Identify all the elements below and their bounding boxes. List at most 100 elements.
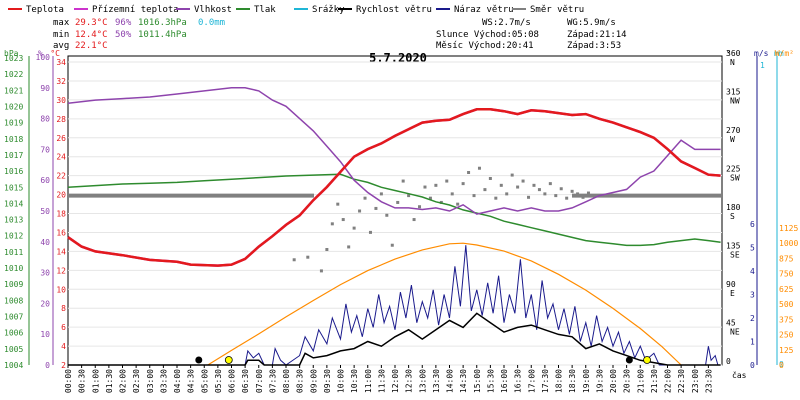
- series-smer-point: [330, 222, 334, 226]
- tick-hpa: 1016: [4, 167, 23, 176]
- tick-c: 32: [56, 77, 66, 86]
- tick-x: 06:00: [228, 369, 237, 393]
- series-smer-point: [467, 171, 471, 174]
- tick-hpa: 1023: [4, 54, 23, 63]
- series-smer-point: [521, 179, 525, 183]
- axis-label-hpa: hPa: [4, 49, 19, 58]
- tick-wm: 250: [779, 331, 794, 340]
- series-smer-point: [477, 166, 481, 170]
- tick-x: 10:00: [337, 369, 346, 393]
- series-tlak: [67, 173, 721, 247]
- series-smer-point: [548, 182, 552, 186]
- tick-pct: 10: [40, 330, 50, 339]
- tick-hpa: 1013: [4, 216, 23, 225]
- tick-ms: 5: [750, 244, 755, 253]
- series-rychlost: [68, 312, 721, 366]
- legend-label-srazky: Srážky: [312, 5, 345, 15]
- tick-x: 03:30: [159, 369, 168, 393]
- tick-x: 19:30: [595, 369, 604, 393]
- tick-wm: 125: [779, 346, 794, 355]
- tick-x: 16:30: [514, 369, 523, 393]
- series-smer-point: [505, 192, 509, 196]
- tick-x: 03:00: [146, 369, 155, 393]
- series-smer-point: [363, 196, 367, 200]
- tick-dir-deg: 270: [726, 126, 741, 135]
- tick-pct: 0: [45, 361, 50, 370]
- series-smer-point: [516, 185, 520, 189]
- tick-x: 10:30: [350, 369, 359, 393]
- series-smer-point: [488, 176, 492, 180]
- tick-x: 23:30: [704, 369, 713, 393]
- axis-label-c: °C: [50, 49, 60, 58]
- tick-c: 12: [56, 266, 66, 275]
- series-smer-point: [576, 192, 580, 196]
- series-smer-point: [390, 243, 394, 247]
- series-smer-point: [543, 192, 547, 196]
- axis-label-cas: čas: [732, 370, 747, 380]
- tick-x: 13:00: [418, 369, 427, 393]
- stat-max-temp: 29.3°C: [75, 18, 108, 28]
- tick-c: 30: [56, 96, 66, 105]
- tick-wm: 750: [779, 270, 794, 279]
- tick-x: 08:00: [282, 369, 291, 393]
- tick-x: 00:30: [78, 369, 87, 393]
- series-smer-point: [510, 173, 514, 177]
- legend-label-rychlost: Rychlost větru: [356, 5, 432, 15]
- stat-min-label: min: [53, 30, 69, 40]
- sun-marker: [224, 356, 233, 364]
- tick-x: 12:00: [391, 369, 400, 393]
- series-smer-point: [586, 191, 590, 195]
- tick-dir-name: E: [730, 289, 735, 298]
- tick-hpa: 1022: [4, 70, 23, 79]
- tick-ms: 1: [750, 338, 755, 347]
- series-smer-point: [450, 192, 454, 196]
- tick-x: 15:30: [486, 369, 495, 393]
- tick-dir-deg: 225: [726, 165, 741, 174]
- tick-hpa: 1015: [4, 183, 23, 192]
- axis-label-deg: °: [726, 49, 731, 58]
- tick-dir-name: S: [730, 212, 735, 221]
- info-block: WS:2.7m/s WG:5.9m/s Slunce Východ:05:08 …: [436, 18, 627, 51]
- stat-min-temp: 12.4°C: [75, 30, 108, 40]
- tick-x: 00:00: [64, 369, 73, 393]
- tick-x: 23:00: [691, 369, 700, 393]
- tick-hpa: 1008: [4, 296, 23, 305]
- legend-label-vlhkost: Vlhkost: [194, 5, 232, 15]
- tick-x: 11:00: [364, 369, 373, 393]
- tick-ms: 3: [750, 291, 755, 300]
- tick-wm: 625: [779, 285, 794, 294]
- tick-hpa: 1006: [4, 329, 23, 338]
- tick-pct: 30: [40, 269, 50, 278]
- series-smer-point: [559, 187, 563, 191]
- legend-label-smer: Směr větru: [530, 5, 584, 15]
- tick-x: 01:00: [91, 369, 100, 393]
- stat-avg-label: avg: [53, 41, 69, 51]
- info-wg: WG:5.9m/s: [567, 18, 616, 28]
- tick-c: 4: [61, 342, 66, 351]
- tick-wm: 500: [779, 300, 794, 309]
- tick-dir-name: SW: [730, 174, 740, 183]
- tick-dir-name: SE: [730, 251, 740, 260]
- tick-hpa: 1014: [4, 199, 23, 208]
- series-smer-point: [319, 269, 323, 273]
- series-smer-point: [472, 194, 476, 198]
- tick-c: 28: [56, 115, 66, 124]
- tick-x: 04:00: [173, 369, 182, 393]
- tick-hpa: 1012: [4, 232, 23, 241]
- tick-c: 26: [56, 134, 66, 143]
- tick-x: 14:00: [446, 369, 455, 393]
- series-smer-point: [554, 194, 558, 198]
- stat-max-hum: 96%: [115, 18, 132, 28]
- tick-c: 10: [56, 285, 66, 294]
- series-smer-point: [445, 179, 449, 183]
- stat-avg-temp: 22.1°C: [75, 41, 108, 51]
- tick-x: 02:00: [119, 369, 128, 393]
- tick-x: 02:30: [132, 369, 141, 393]
- tick-c: 2: [61, 361, 66, 370]
- tick-x: 21:30: [650, 369, 659, 393]
- tick-pct: 60: [40, 176, 50, 185]
- tick-hpa: 1004: [4, 361, 23, 370]
- tick-ms: 6: [750, 220, 755, 229]
- axis-label-ms: m/s: [754, 49, 769, 58]
- tick-x: 06:30: [241, 369, 250, 393]
